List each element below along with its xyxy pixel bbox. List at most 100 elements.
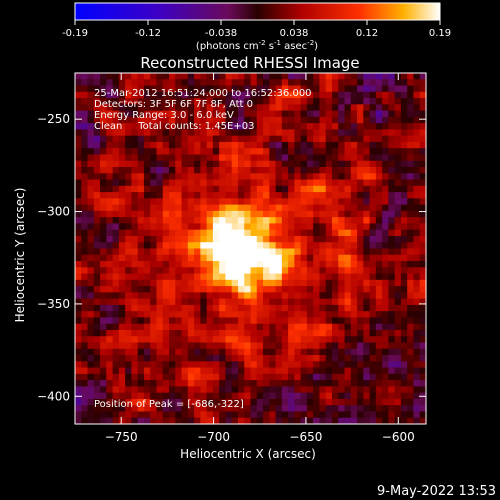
heatmap-cell: [363, 342, 371, 350]
heatmap-cell: [187, 248, 195, 256]
heatmap-cell: [150, 417, 158, 425]
heatmap-cell: [237, 210, 245, 218]
heatmap-cell: [369, 261, 377, 268]
heatmap-cell: [81, 192, 89, 199]
heatmap-cell: [156, 411, 164, 419]
heatmap-cell: [112, 79, 120, 87]
heatmap-cell: [350, 98, 358, 105]
heatmap-cell: [237, 417, 245, 425]
heatmap-cell: [162, 261, 170, 268]
heatmap-cell: [319, 361, 327, 369]
heatmap-cell: [375, 298, 383, 306]
heatmap-cell: [263, 160, 270, 168]
heatmap-cell: [275, 273, 283, 281]
heatmap-cell: [81, 104, 89, 112]
heatmap-cell: [250, 329, 258, 337]
heatmap-cell: [369, 336, 377, 344]
heatmap-cell: [100, 405, 107, 413]
heatmap-cell: [357, 336, 364, 344]
heatmap-cell: [419, 317, 427, 325]
heatmap-cell: [81, 317, 89, 325]
heatmap-cell: [206, 104, 214, 112]
heatmap-cell: [275, 79, 283, 87]
heatmap-cell: [263, 192, 270, 199]
heatmap-cell: [143, 367, 151, 375]
heatmap-cell: [206, 329, 214, 337]
heatmap-cell: [319, 292, 327, 300]
heatmap-cell: [275, 373, 283, 381]
heatmap-cell: [194, 79, 201, 87]
heatmap-cell: [212, 141, 220, 149]
heatmap-cell: [150, 85, 158, 93]
heatmap-cell: [400, 311, 408, 319]
heatmap-cell: [200, 355, 208, 362]
heatmap-cell: [294, 167, 302, 174]
heatmap-cell: [300, 104, 308, 112]
heatmap-cell: [100, 304, 107, 312]
heatmap-cell: [275, 261, 283, 268]
heatmap-cell: [281, 204, 289, 212]
heatmap-cell: [112, 329, 120, 337]
heatmap-cell: [131, 73, 139, 80]
heatmap-cell: [131, 392, 139, 400]
heatmap-cell: [87, 141, 95, 149]
heatmap-cell: [375, 148, 383, 156]
heatmap-cell: [187, 380, 195, 387]
heatmap-cell: [231, 185, 239, 193]
heatmap-cell: [200, 398, 208, 406]
heatmap-cell: [281, 361, 289, 369]
heatmap-cell: [407, 160, 415, 168]
heatmap-cell: [181, 185, 189, 193]
heatmap-cell: [325, 254, 333, 262]
heatmap-cell: [75, 141, 82, 149]
heatmap-cell: [131, 329, 139, 337]
heatmap-cell: [294, 198, 302, 206]
y-axis-label: Heliocentric Y (arcsec): [13, 188, 27, 323]
heatmap-cell: [112, 279, 120, 287]
heatmap-cell: [150, 160, 158, 168]
heatmap-cell: [131, 342, 139, 350]
heatmap-cell: [187, 79, 195, 87]
heatmap-cell: [306, 235, 314, 243]
heatmap-cell: [300, 85, 308, 93]
heatmap-cell: [300, 198, 308, 206]
heatmap-cell: [187, 160, 195, 168]
heatmap-cell: [306, 192, 314, 199]
heatmap-cell: [250, 154, 258, 162]
heatmap-cell: [131, 79, 139, 87]
heatmap-cell: [169, 342, 176, 350]
heatmap-cell: [281, 323, 289, 331]
heatmap-cell: [112, 348, 120, 356]
heatmap-cell: [169, 154, 176, 162]
heatmap-cell: [413, 248, 421, 256]
heatmap-cell: [225, 386, 233, 394]
heatmap-cell: [400, 198, 408, 206]
heatmap-cell: [93, 116, 101, 124]
heatmap-cell: [181, 292, 189, 300]
heatmap-cell: [319, 304, 327, 312]
heatmap-cell: [281, 85, 289, 93]
heatmap-cell: [244, 185, 252, 193]
heatmap-cell: [237, 235, 245, 243]
heatmap-cell: [219, 361, 227, 369]
heatmap-cell: [169, 135, 176, 143]
heatmap-cell: [306, 323, 314, 331]
heatmap-cell: [263, 279, 270, 287]
heatmap-cell: [194, 210, 201, 218]
heatmap-cell: [325, 167, 333, 174]
heatmap-cell: [200, 392, 208, 400]
heatmap-cell: [382, 173, 389, 181]
heatmap-cell: [75, 129, 82, 137]
heatmap-cell: [256, 248, 264, 256]
heatmap-cell: [150, 323, 158, 331]
heatmap-cell: [357, 110, 364, 118]
heatmap-cell: [313, 223, 321, 231]
heatmap-cell: [231, 273, 239, 281]
heatmap-cell: [369, 392, 377, 400]
heatmap-cell: [87, 386, 95, 394]
heatmap-cell: [112, 167, 120, 174]
heatmap-cell: [250, 267, 258, 275]
heatmap-cell: [225, 154, 233, 162]
heatmap-cell: [181, 417, 189, 425]
heatmap-cell: [219, 148, 227, 156]
